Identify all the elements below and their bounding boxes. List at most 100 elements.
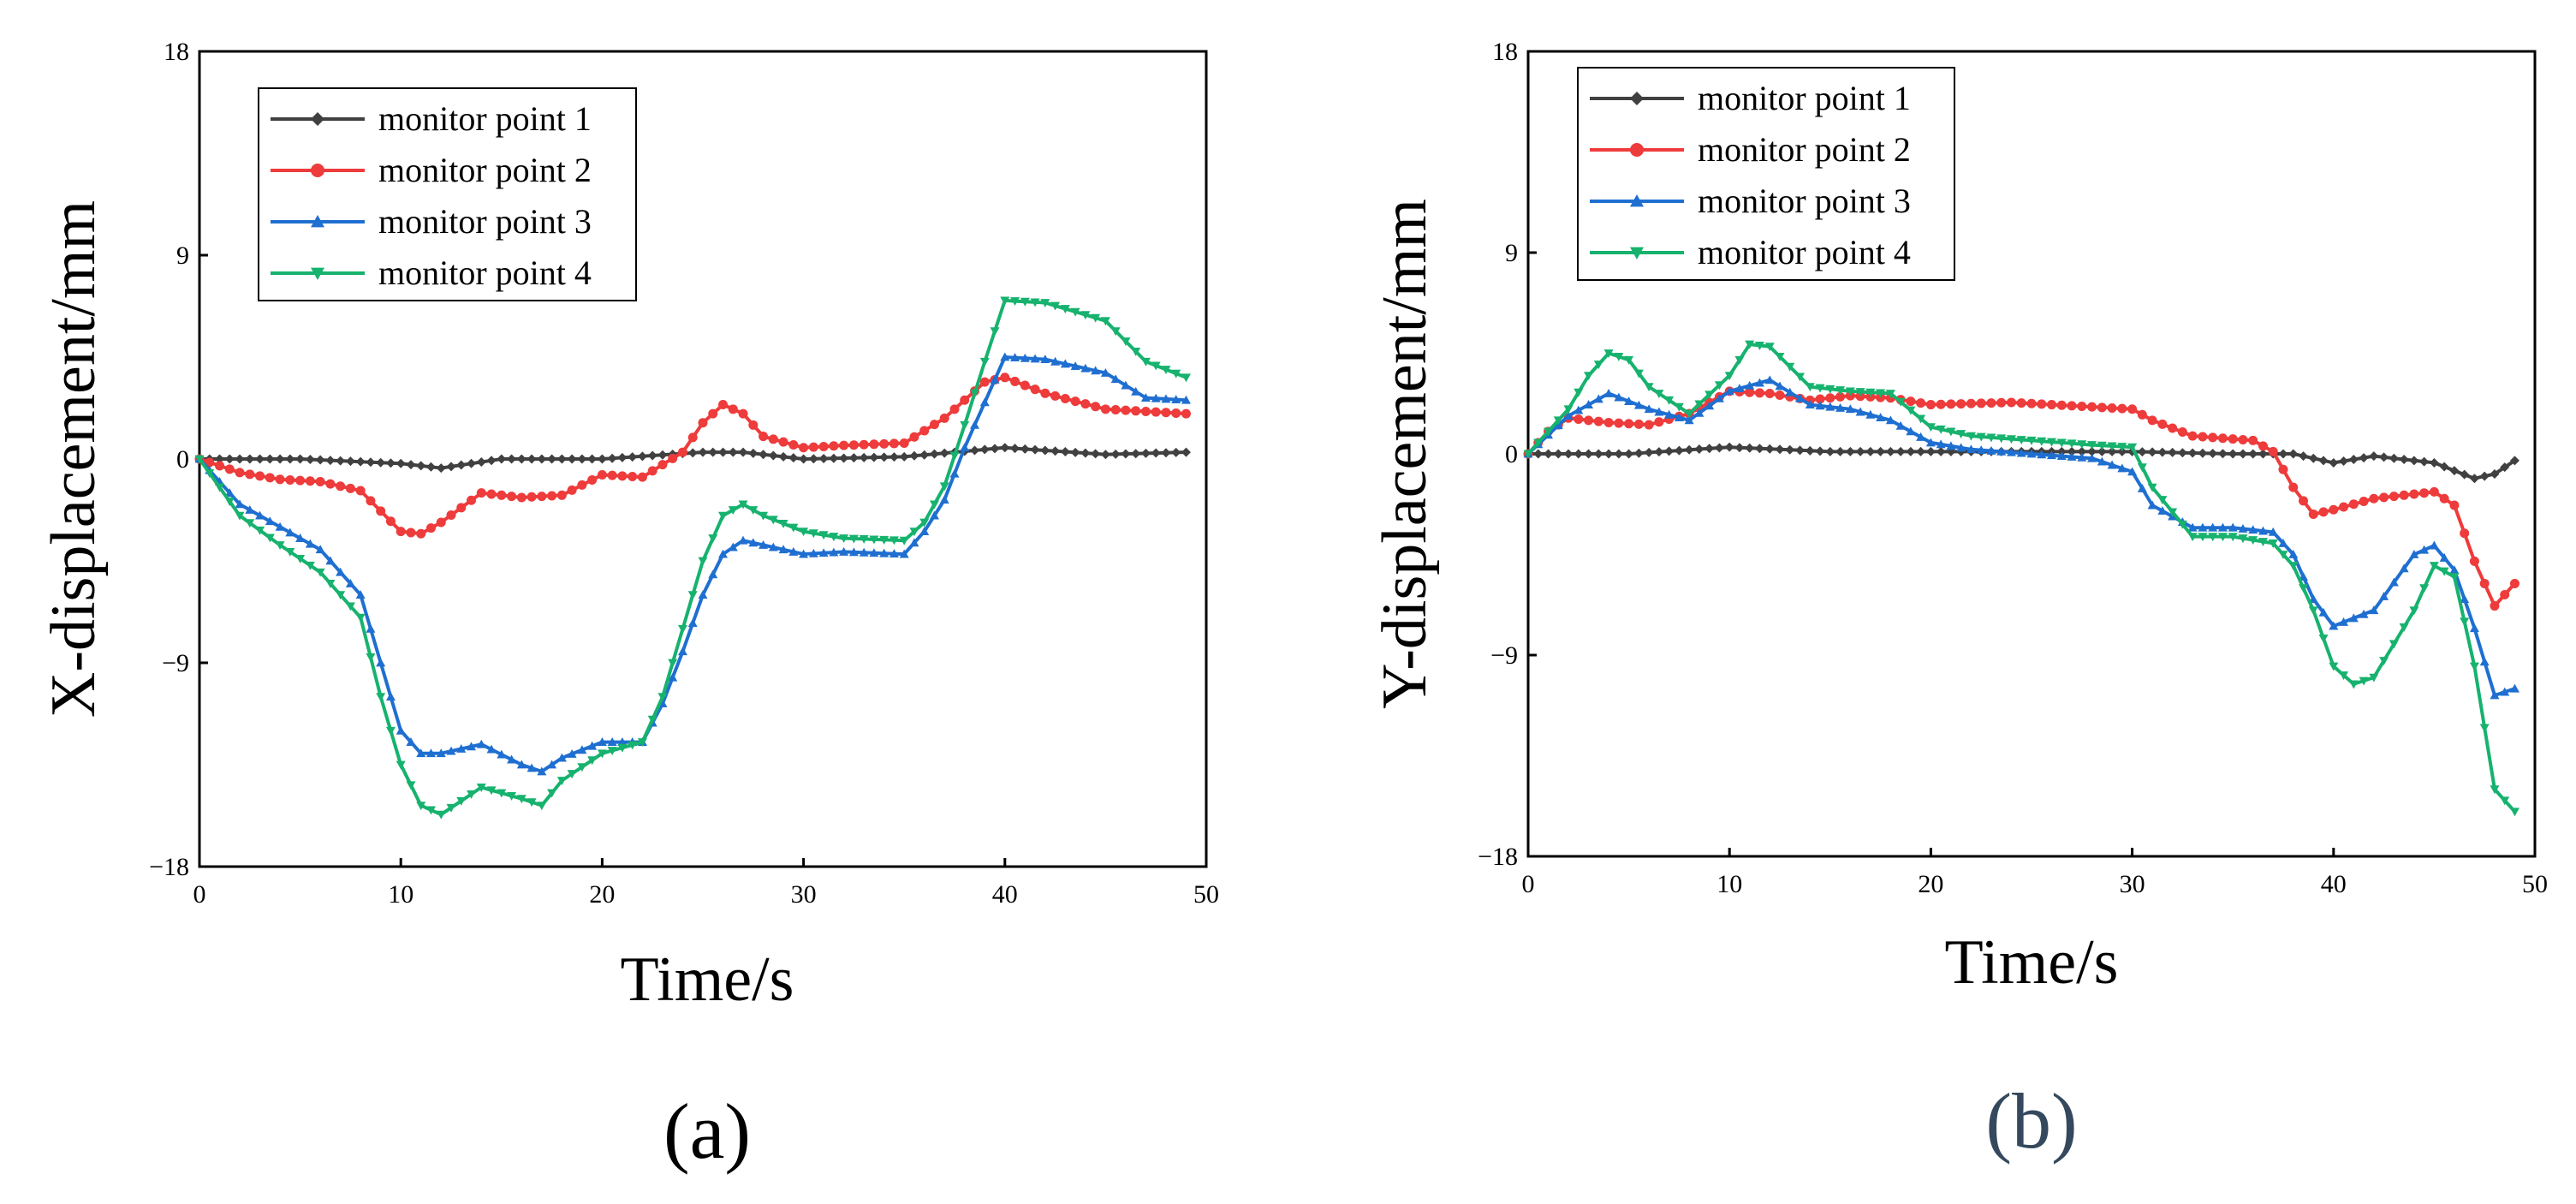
data-point <box>2037 450 2047 459</box>
data-point <box>265 473 275 483</box>
legend-label-4: monitor point 4 <box>1698 233 1911 271</box>
data-point <box>1986 446 1996 455</box>
data-point <box>2469 474 2479 484</box>
data-point <box>859 535 869 544</box>
data-point <box>1050 390 1061 401</box>
y-tick-label: −18 <box>149 853 189 881</box>
data-point <box>2329 504 2339 515</box>
data-point <box>2016 436 2026 444</box>
data-point <box>1624 419 1634 429</box>
data-point <box>2077 440 2087 450</box>
data-point <box>345 456 355 467</box>
y-tick-label: 9 <box>176 241 189 270</box>
data-point <box>1644 420 1654 430</box>
data-point <box>2469 623 2479 633</box>
data-point <box>1795 373 1806 382</box>
data-point <box>2228 434 2238 444</box>
legend-marker-2 <box>311 164 324 177</box>
data-point <box>224 498 235 507</box>
data-point <box>2308 594 2318 604</box>
data-point <box>1724 386 1734 396</box>
data-point <box>960 395 970 405</box>
data-point <box>889 536 899 545</box>
data-point <box>2006 447 2016 456</box>
data-point <box>235 468 245 478</box>
y-tick-label: 18 <box>1492 38 1518 66</box>
data-point <box>1764 343 1775 352</box>
data-point <box>718 511 729 521</box>
series-group-a <box>194 296 1191 820</box>
data-point <box>1805 445 1815 456</box>
data-point <box>738 535 748 545</box>
data-point <box>759 450 769 460</box>
data-point <box>376 506 386 516</box>
data-point <box>1181 447 1191 457</box>
data-point <box>2117 403 2127 414</box>
legend-marker-4 <box>311 267 324 280</box>
data-point <box>235 499 245 509</box>
data-point <box>1664 446 1675 456</box>
data-point <box>2490 690 2500 700</box>
data-point <box>2348 455 2359 465</box>
data-point <box>1754 341 1764 350</box>
data-point <box>1624 396 1634 406</box>
data-point <box>1694 444 1704 455</box>
data-point <box>2147 500 2157 510</box>
data-point <box>537 492 547 502</box>
data-point <box>1100 404 1110 414</box>
data-point <box>1906 396 1916 407</box>
data-point <box>1010 297 1020 307</box>
data-point <box>456 503 467 513</box>
data-point <box>325 580 336 588</box>
data-point <box>1906 406 1916 415</box>
data-point <box>285 548 295 557</box>
data-point <box>476 739 486 748</box>
data-point <box>355 613 366 623</box>
data-point <box>637 738 647 748</box>
data-point <box>2339 456 2349 466</box>
data-point <box>748 538 759 547</box>
data-point <box>1080 311 1091 320</box>
data-point <box>1544 449 1554 459</box>
legend-box-a <box>258 87 637 301</box>
data-point <box>708 569 718 579</box>
data-point <box>2047 450 2057 460</box>
data-point <box>1091 313 1101 323</box>
data-point <box>2329 621 2339 630</box>
data-point <box>425 748 436 758</box>
data-point <box>1131 347 1141 356</box>
data-point <box>1070 396 1080 407</box>
data-point <box>2379 452 2389 462</box>
data-point <box>205 469 215 479</box>
data-point <box>919 450 930 460</box>
data-point <box>1060 447 1070 457</box>
data-point <box>1654 407 1664 416</box>
data-point <box>839 546 849 556</box>
data-point <box>1060 359 1070 368</box>
data-point <box>1523 450 1533 459</box>
data-point <box>1956 399 1966 409</box>
series-group-b <box>1523 340 2519 817</box>
data-point <box>990 327 1000 337</box>
data-point <box>2016 398 2026 408</box>
data-point <box>1161 394 1171 403</box>
data-point <box>345 483 355 493</box>
data-point <box>1996 434 2007 444</box>
data-point <box>2157 447 2168 457</box>
data-point <box>416 461 426 471</box>
data-point <box>1734 443 1745 453</box>
data-point <box>1181 373 1191 383</box>
data-point <box>2198 448 2208 458</box>
data-point <box>1714 381 1724 390</box>
data-point <box>2006 397 2016 408</box>
data-point <box>245 519 255 528</box>
series-line-3 <box>194 352 1191 776</box>
data-point <box>1996 446 2007 456</box>
data-point <box>1764 389 1775 398</box>
data-point <box>1151 361 1161 371</box>
x-tick-label: 30 <box>2120 870 2145 898</box>
data-point <box>2429 486 2439 497</box>
data-point <box>1091 366 1101 375</box>
data-point <box>2479 657 2490 666</box>
data-point <box>2479 578 2490 588</box>
